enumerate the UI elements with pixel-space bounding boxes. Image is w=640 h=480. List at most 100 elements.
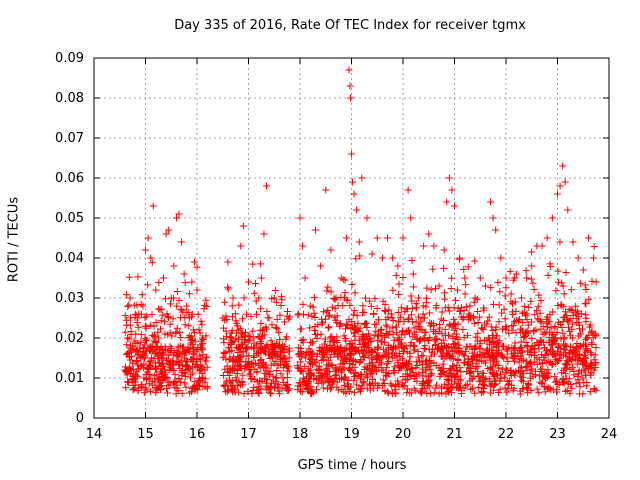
data-point bbox=[250, 376, 258, 384]
data-point bbox=[454, 357, 462, 365]
data-point bbox=[286, 313, 294, 321]
data-point bbox=[447, 389, 455, 397]
data-point bbox=[125, 353, 133, 361]
data-point bbox=[505, 329, 513, 337]
data-point bbox=[166, 343, 174, 351]
data-point bbox=[475, 345, 483, 353]
data-point bbox=[175, 210, 183, 218]
data-point bbox=[367, 381, 375, 389]
data-point bbox=[467, 367, 475, 375]
data-point bbox=[431, 337, 439, 345]
data-point bbox=[414, 294, 422, 302]
data-point bbox=[302, 380, 310, 388]
data-point bbox=[341, 335, 349, 343]
data-point bbox=[516, 316, 524, 324]
data-point bbox=[232, 329, 240, 337]
data-point bbox=[371, 363, 379, 371]
data-point bbox=[473, 295, 481, 303]
data-point bbox=[575, 319, 583, 327]
data-point bbox=[130, 301, 138, 309]
data-point bbox=[469, 384, 477, 392]
data-point bbox=[224, 258, 232, 266]
data-point bbox=[349, 343, 357, 351]
data-point bbox=[384, 234, 392, 242]
data-point bbox=[454, 286, 462, 294]
data-point bbox=[163, 310, 171, 318]
data-point bbox=[294, 361, 302, 369]
data-point bbox=[422, 367, 430, 375]
data-point bbox=[419, 310, 427, 318]
data-point bbox=[355, 385, 363, 393]
data-point bbox=[556, 355, 564, 363]
data-point bbox=[410, 342, 418, 350]
data-point bbox=[541, 352, 549, 360]
data-point bbox=[432, 330, 440, 338]
data-point bbox=[492, 323, 500, 331]
data-point bbox=[564, 380, 572, 388]
data-point bbox=[455, 341, 463, 349]
data-point bbox=[414, 347, 422, 355]
data-point bbox=[476, 313, 484, 321]
data-point bbox=[425, 377, 433, 385]
data-point bbox=[414, 313, 422, 321]
data-point bbox=[133, 368, 141, 376]
data-point bbox=[174, 387, 182, 395]
data-point bbox=[193, 286, 201, 294]
data-point bbox=[553, 328, 561, 336]
data-point bbox=[237, 331, 245, 339]
data-point bbox=[453, 333, 461, 341]
data-point bbox=[483, 346, 491, 354]
data-point bbox=[538, 242, 546, 250]
data-point bbox=[392, 381, 400, 389]
data-point bbox=[264, 314, 272, 322]
data-point bbox=[420, 242, 428, 250]
data-point bbox=[572, 302, 580, 310]
data-point bbox=[492, 226, 500, 234]
data-point bbox=[582, 299, 590, 307]
data-point bbox=[140, 360, 148, 368]
data-point bbox=[528, 344, 536, 352]
data-point bbox=[561, 178, 569, 186]
data-point bbox=[552, 287, 560, 295]
data-point bbox=[428, 370, 436, 378]
data-point bbox=[390, 367, 398, 375]
data-point bbox=[197, 317, 205, 325]
data-point bbox=[271, 287, 279, 295]
data-point bbox=[484, 317, 492, 325]
data-point bbox=[243, 310, 251, 318]
data-point bbox=[327, 353, 335, 361]
data-point bbox=[250, 354, 258, 362]
data-point bbox=[577, 310, 585, 318]
data-point bbox=[309, 361, 317, 369]
data-point bbox=[373, 355, 381, 363]
data-point bbox=[121, 312, 129, 320]
data-point bbox=[501, 384, 509, 392]
data-point bbox=[259, 359, 267, 367]
data-point bbox=[406, 389, 414, 397]
data-point bbox=[460, 306, 468, 314]
data-point bbox=[240, 294, 248, 302]
data-point bbox=[366, 361, 374, 369]
data-point bbox=[356, 349, 364, 357]
data-point bbox=[592, 278, 600, 286]
data-point bbox=[492, 377, 500, 385]
data-point bbox=[341, 289, 349, 297]
data-point bbox=[272, 340, 280, 348]
data-point bbox=[157, 325, 165, 333]
data-point bbox=[299, 242, 307, 250]
data-point bbox=[336, 375, 344, 383]
data-point bbox=[137, 310, 145, 318]
data-point bbox=[537, 336, 545, 344]
data-point bbox=[267, 379, 275, 387]
data-point bbox=[352, 325, 360, 333]
data-point bbox=[182, 372, 190, 380]
data-point bbox=[404, 385, 412, 393]
data-point bbox=[184, 334, 192, 342]
data-point bbox=[497, 254, 505, 262]
x-tick-label: 14 bbox=[86, 427, 103, 442]
data-point bbox=[244, 388, 252, 396]
data-point bbox=[142, 246, 149, 254]
data-point bbox=[451, 202, 458, 210]
data-point bbox=[144, 281, 152, 289]
data-point bbox=[534, 341, 542, 349]
